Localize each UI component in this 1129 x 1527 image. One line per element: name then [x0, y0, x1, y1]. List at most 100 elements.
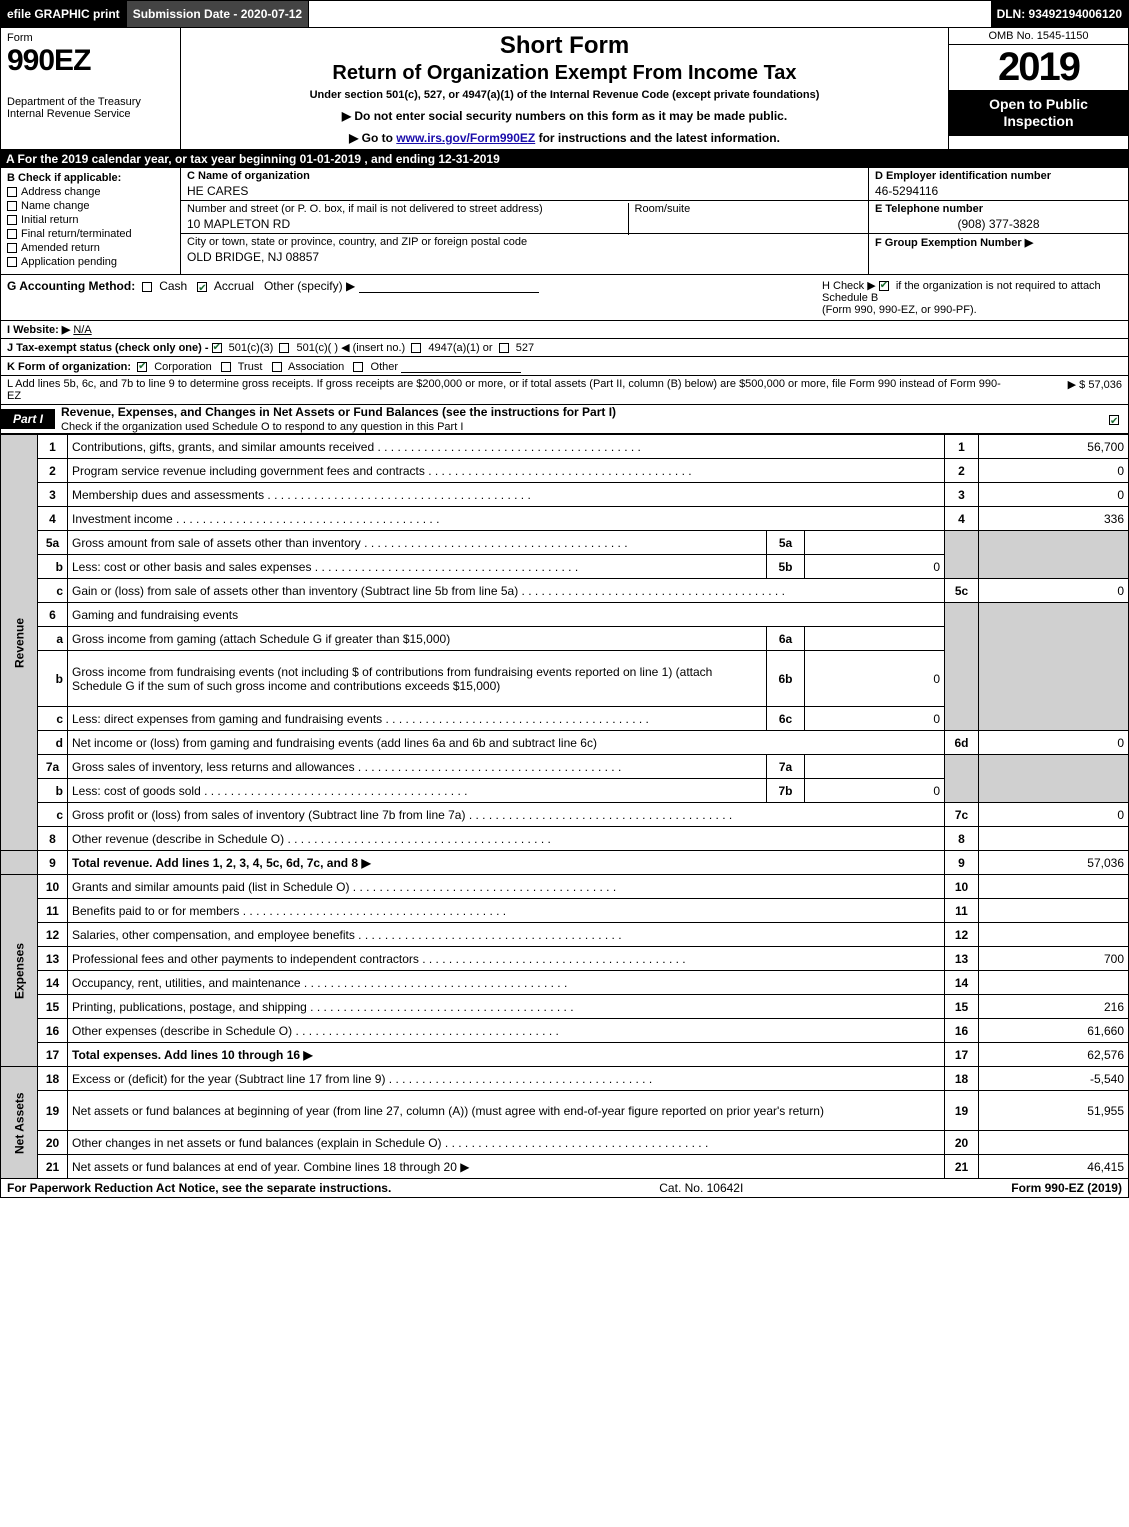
lbl-trust: Trust	[238, 361, 263, 373]
chk-final-return[interactable]	[7, 229, 17, 239]
chk-corporation[interactable]	[137, 362, 147, 372]
header-right: OMB No. 1545-1150 2019 Open to Public In…	[948, 28, 1128, 149]
chk-501c3[interactable]	[212, 343, 222, 353]
chk-application-pending[interactable]	[7, 257, 17, 267]
part-1-header: Part I Revenue, Expenses, and Changes in…	[0, 405, 1129, 434]
efile-print-label[interactable]: efile GRAPHIC print	[1, 1, 127, 27]
section-k-label: K Form of organization:	[7, 361, 131, 373]
chk-other-org[interactable]	[353, 362, 363, 372]
line-9-num: 9	[38, 851, 68, 875]
other-specify-field[interactable]	[359, 279, 539, 293]
chk-501c[interactable]	[279, 343, 289, 353]
line-9-colnum: 9	[945, 851, 979, 875]
line-6a-subnum: 6a	[767, 627, 805, 651]
line-6-shade-val	[979, 603, 1129, 731]
chk-4947a1[interactable]	[411, 343, 421, 353]
lbl-initial-return: Initial return	[21, 214, 78, 226]
line-7b-subnum: 7b	[767, 779, 805, 803]
line-10-desc: Grants and similar amounts paid (list in…	[68, 875, 945, 899]
line-8-colnum: 8	[945, 827, 979, 851]
chk-schedule-b-not-required[interactable]	[879, 281, 889, 291]
line-7b-desc: Less: cost of goods sold	[68, 779, 767, 803]
chk-name-change[interactable]	[7, 201, 17, 211]
section-f-label: F Group Exemption Number ▶	[875, 236, 1122, 249]
chk-schedule-o-used[interactable]	[1109, 415, 1119, 425]
line-18-desc: Excess or (deficit) for the year (Subtra…	[68, 1067, 945, 1091]
section-e-label: E Telephone number	[875, 203, 1122, 215]
lbl-other-org: Other	[371, 361, 399, 373]
line-5c-value: 0	[979, 579, 1129, 603]
line-9-value: 57,036	[979, 851, 1129, 875]
line-5a-desc: Gross amount from sale of assets other t…	[68, 531, 767, 555]
line-19-desc: Net assets or fund balances at beginning…	[68, 1091, 945, 1131]
line-6d-colnum: 6d	[945, 731, 979, 755]
line-19-num: 19	[38, 1091, 68, 1131]
line-7c-desc: Gross profit or (loss) from sales of inv…	[68, 803, 945, 827]
lbl-4947a1: 4947(a)(1) or	[428, 342, 492, 354]
page-footer: For Paperwork Reduction Act Notice, see …	[0, 1179, 1129, 1198]
lbl-accrual: Accrual	[214, 279, 254, 293]
line-4-desc: Investment income	[68, 507, 945, 531]
line-20-value	[979, 1131, 1129, 1155]
line-13-num: 13	[38, 947, 68, 971]
line-6-desc: Gaming and fundraising events	[68, 603, 945, 627]
info-grid: B Check if applicable: Address change Na…	[0, 168, 1129, 275]
line-11-value	[979, 899, 1129, 923]
line-17-desc: Total expenses. Add lines 10 through 16	[68, 1043, 945, 1067]
line-5c-colnum: 5c	[945, 579, 979, 603]
chk-association[interactable]	[272, 362, 282, 372]
line-6-num: 6	[38, 603, 68, 627]
header-center: Short Form Return of Organization Exempt…	[181, 28, 948, 149]
line-5b-desc: Less: cost or other basis and sales expe…	[68, 555, 767, 579]
lbl-name-change: Name change	[21, 200, 90, 212]
line-3-desc: Membership dues and assessments	[68, 483, 945, 507]
line-16-num: 16	[38, 1019, 68, 1043]
line-16-colnum: 16	[945, 1019, 979, 1043]
line-4-num: 4	[38, 507, 68, 531]
form-header: Form 990EZ Department of the Treasury In…	[0, 28, 1129, 150]
chk-accrual[interactable]	[197, 282, 207, 292]
line-8-value	[979, 827, 1129, 851]
tax-year: 2019	[949, 45, 1128, 90]
chk-527[interactable]	[499, 343, 509, 353]
line-6b-num: b	[38, 651, 68, 707]
side-label-revenue: Revenue	[1, 435, 38, 851]
open-to-public-badge: Open to Public Inspection	[949, 90, 1128, 136]
line-11-num: 11	[38, 899, 68, 923]
line-1-desc: Contributions, gifts, grants, and simila…	[68, 435, 945, 459]
instruct-goto-post: for instructions and the latest informat…	[535, 131, 780, 145]
line-21-value: 46,415	[979, 1155, 1129, 1179]
chk-amended-return[interactable]	[7, 243, 17, 253]
chk-address-change[interactable]	[7, 187, 17, 197]
lbl-527: 527	[516, 342, 534, 354]
line-5b-num: b	[38, 555, 68, 579]
other-org-field[interactable]	[401, 359, 521, 373]
line-4-colnum: 4	[945, 507, 979, 531]
line-2-colnum: 2	[945, 459, 979, 483]
line-7a-num: 7a	[38, 755, 68, 779]
line-14-value	[979, 971, 1129, 995]
line-7a-desc: Gross sales of inventory, less returns a…	[68, 755, 767, 779]
top-bar: efile GRAPHIC print Submission Date - 20…	[0, 0, 1129, 28]
footer-paperwork-notice: For Paperwork Reduction Act Notice, see …	[7, 1181, 391, 1195]
chk-cash[interactable]	[142, 282, 152, 292]
section-g-h: G Accounting Method: Cash Accrual Other …	[0, 275, 1129, 321]
line-11-colnum: 11	[945, 899, 979, 923]
line-3-num: 3	[38, 483, 68, 507]
line-5a-num: 5a	[38, 531, 68, 555]
line-7c-num: c	[38, 803, 68, 827]
line-20-desc: Other changes in net assets or fund bala…	[68, 1131, 945, 1155]
line-7b-num: b	[38, 779, 68, 803]
line-14-num: 14	[38, 971, 68, 995]
section-l: L Add lines 5b, 6c, and 7b to line 9 to …	[0, 376, 1129, 405]
line-21-colnum: 21	[945, 1155, 979, 1179]
chk-initial-return[interactable]	[7, 215, 17, 225]
chk-trust[interactable]	[221, 362, 231, 372]
lbl-address-change: Address change	[21, 186, 101, 198]
line-13-value: 700	[979, 947, 1129, 971]
form-word: Form	[7, 32, 174, 44]
irs-link[interactable]: www.irs.gov/Form990EZ	[396, 131, 535, 145]
short-form-title: Short Form	[191, 32, 938, 60]
line-5a-subnum: 5a	[767, 531, 805, 555]
section-d-label: D Employer identification number	[875, 170, 1122, 182]
